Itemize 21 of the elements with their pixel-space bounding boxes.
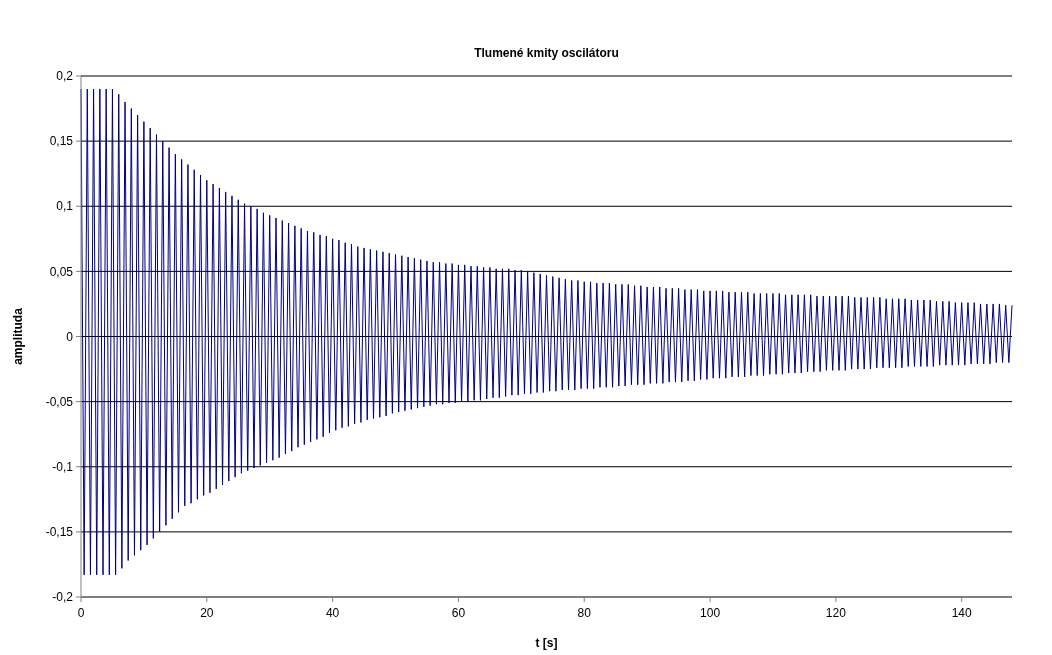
x-axis-title: t [s] bbox=[535, 636, 558, 650]
x-tick-label: 140 bbox=[951, 606, 973, 620]
x-tick-label: 20 bbox=[200, 606, 214, 620]
y-tick-label: -0,05 bbox=[45, 394, 74, 409]
chart-title: Tlumené kmity oscilátoru bbox=[474, 46, 619, 60]
x-tick-label: 60 bbox=[451, 606, 466, 620]
x-tick-label: 0 bbox=[77, 606, 85, 620]
y-axis-title: amplituda bbox=[11, 307, 25, 365]
y-tick-label: 0 bbox=[66, 329, 74, 344]
x-tick-label: 120 bbox=[825, 606, 847, 620]
x-tick-label: 40 bbox=[325, 606, 340, 620]
y-tick-label: -0,15 bbox=[45, 525, 74, 540]
y-tick-label: 0,1 bbox=[56, 199, 74, 214]
x-tick-label: 80 bbox=[577, 606, 592, 620]
y-tick-label: 0,15 bbox=[49, 134, 74, 149]
y-tick-label: 0,05 bbox=[49, 264, 74, 279]
line-series bbox=[80, 88, 1013, 576]
y-tick-label: -0,1 bbox=[52, 459, 74, 474]
x-tick-label: 100 bbox=[700, 606, 721, 620]
y-tick-label: 0,2 bbox=[56, 69, 74, 84]
y-tick-label: -0,2 bbox=[52, 590, 74, 605]
